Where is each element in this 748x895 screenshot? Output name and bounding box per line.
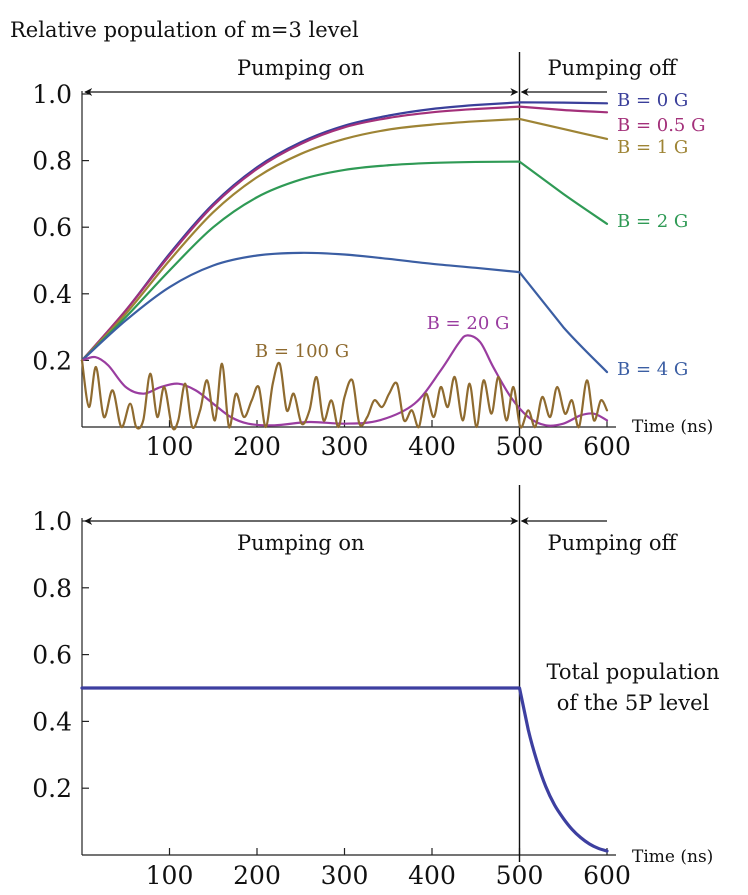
chart-2-x-tick-label: 500 [496, 861, 544, 890]
chart-1-x-tick-label: 400 [408, 432, 456, 461]
chart-2-series-label-line: of the 5P level [557, 691, 710, 715]
chart-1-x-tick-label: 600 [583, 432, 631, 461]
chart-2-x-tick-label: 400 [408, 861, 456, 890]
chart-1-series-label-b-100-g: B = 100 G [255, 341, 349, 362]
chart-1-series-line-b-0-g [80, 101, 609, 362]
chart-2-x-tick-label: 100 [146, 861, 194, 890]
chart-2-y-tick-label: 1.0 [32, 507, 72, 536]
chart-2-x-tick-label: 300 [321, 861, 369, 890]
chart-1-series-label-b-2-g: B = 2 G [617, 211, 688, 232]
chart-2-series-label-line: Total population [547, 660, 720, 684]
chart-2-x-tick-label: 600 [583, 861, 631, 890]
chart-2-x-axis-label: Time (ns) [632, 847, 713, 867]
chart-2-y-tick-label: 0.6 [32, 641, 72, 670]
chart-1-series-label-b-0-g: B = 0 G [617, 90, 688, 111]
chart-1-series-label-b-20-g: B = 20 G [427, 313, 510, 334]
chart-1-series-line-b-4-g [80, 251, 609, 374]
chart-1-x-tick-label: 300 [321, 432, 369, 461]
chart-1-series-label-b-1-g: B = 1 G [617, 137, 688, 158]
chart-2-x-tick-label: 200 [233, 861, 281, 890]
chart-1-series-line-b-0-5-g [80, 105, 609, 362]
chart-1-x-tick-label: 200 [233, 432, 281, 461]
chart-2-y-tick-label: 0.8 [32, 574, 72, 603]
chart-1-y-tick-label: 0.4 [32, 280, 72, 309]
chart-2-series-line-total-population-of-the-5p-level [80, 686, 609, 853]
chart-1-series-line-b-2-g [80, 160, 609, 362]
chart-1-series-line-b-100-g [80, 359, 609, 431]
chart-1-y-tick-label: 1.0 [32, 80, 72, 109]
chart-1-pumping-off-label: Pumping off [548, 56, 679, 80]
chart-1-x-tick-label: 500 [496, 432, 544, 461]
chart-1-x-tick-label: 100 [146, 432, 194, 461]
chart-1-x-axis-label: Time (ns) [632, 417, 713, 437]
chart-1: 100 200 300 400 500 600 0.2 0.4 0.6 0.8 1.0 Time (n… [32, 52, 713, 461]
chart-1-y-tick-label: 0.2 [32, 346, 72, 375]
chart-2-pumping-on-label: Pumping on [237, 531, 365, 555]
chart-1-series-line-b-1-g [80, 117, 609, 362]
chart-1-y-tick-label: 0.6 [32, 213, 72, 242]
chart-2-y-tick-label: 0.2 [32, 774, 72, 803]
chart-1-series-label-b-4-g: B = 4 G [617, 359, 688, 380]
chart-2-y-tick-label: 0.4 [32, 707, 72, 736]
chart-1-y-tick-label: 0.8 [32, 147, 72, 176]
chart-1-series-label-b-0-5-g: B = 0.5 G [617, 115, 705, 136]
chart-1-pumping-on-label: Pumping on [237, 56, 365, 80]
chart-2-pumping-off-label: Pumping off [548, 531, 679, 555]
chart-1-title: Relative population of m=3 level [10, 18, 359, 42]
chart-2: 100 200 300 400 500 600 0.2 0.4 0.6 0.8 1.0 Time (n… [32, 485, 719, 890]
